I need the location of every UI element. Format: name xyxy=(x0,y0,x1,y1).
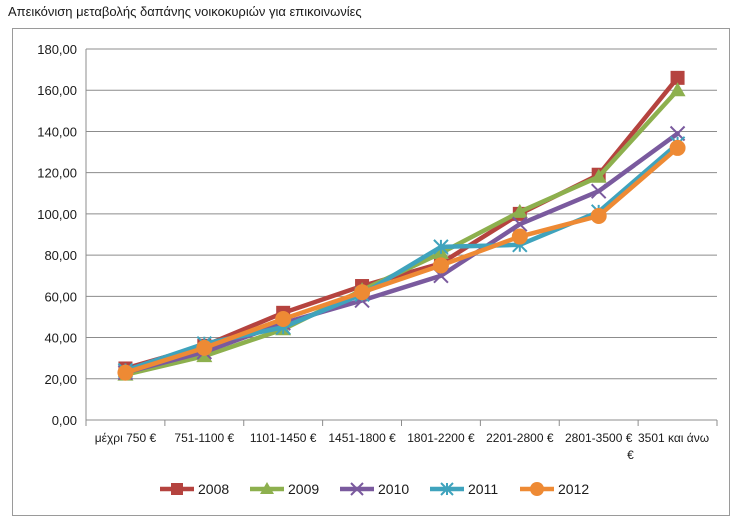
x-tick-label: 2201-2800 € xyxy=(486,431,554,445)
series-line-2012 xyxy=(123,145,680,375)
legend-item-2010: 2010 xyxy=(340,481,409,497)
data-point-2008 xyxy=(670,70,685,85)
y-tick-label: 80,00 xyxy=(44,248,77,263)
data-point-2010 xyxy=(512,216,528,232)
y-tick-label: 140,00 xyxy=(37,124,77,139)
data-point-2012 xyxy=(432,257,449,274)
data-point-2012 xyxy=(354,284,371,301)
series-lines xyxy=(117,70,686,381)
x-tick-label: μέχρι 750 € xyxy=(95,431,157,445)
x-tick-label: 1801-2200 € xyxy=(407,431,475,445)
chart-area xyxy=(12,28,730,516)
data-point-2012 xyxy=(275,311,292,328)
y-tick-label: 180,00 xyxy=(37,42,77,57)
legend-marker xyxy=(350,482,364,496)
legend-item-2008: 2008 xyxy=(160,481,229,497)
y-tick-label: 20,00 xyxy=(44,372,77,387)
y-tick-label: 120,00 xyxy=(37,166,77,181)
legend-marker xyxy=(260,482,274,494)
legend-label: 2012 xyxy=(558,481,589,497)
y-tick-label: 100,00 xyxy=(37,207,77,222)
legend-label: 2010 xyxy=(378,481,409,497)
axes: 0,00 20,00 40,00 60,00 80,00 100,00 120,00 140,… xyxy=(37,42,718,462)
legend-marker xyxy=(530,482,544,496)
data-point-2012 xyxy=(196,339,213,356)
series-2012 xyxy=(117,139,686,381)
x-tick-label: 1101-1450 € xyxy=(250,431,317,445)
x-tick-label: 2801-3500 € xyxy=(565,431,633,445)
series-2009 xyxy=(117,82,686,381)
legend-label: 2011 xyxy=(468,481,498,497)
x-tick-label: 3501 και άνω € xyxy=(627,431,709,462)
data-point-2009 xyxy=(669,82,686,97)
y-tick-label: 160,00 xyxy=(37,83,77,98)
legend-item-2012: 2012 xyxy=(520,481,589,497)
series-line-2009 xyxy=(123,87,680,377)
x-tick-label: 1451-1800 € xyxy=(328,431,396,445)
gridlines xyxy=(86,48,717,380)
y-tick-label: 60,00 xyxy=(44,289,77,304)
y-tick-label: 0,00 xyxy=(52,413,77,428)
series-line-2010 xyxy=(123,131,680,375)
legend-label: 2008 xyxy=(198,481,229,497)
data-point-2009 xyxy=(590,168,607,183)
data-point-2012 xyxy=(117,364,134,381)
series-line-2008 xyxy=(123,75,680,371)
data-point-2010 xyxy=(590,183,607,199)
legend-label: 2009 xyxy=(288,481,319,497)
data-point-2009 xyxy=(511,203,528,218)
legend-marker xyxy=(440,482,454,496)
data-point-2012 xyxy=(511,228,528,245)
data-point-2011 xyxy=(433,239,449,255)
data-point-2012 xyxy=(590,207,607,224)
y-tick-label: 40,00 xyxy=(44,331,77,346)
legend: 2008 2009 2010 2011 2012 xyxy=(160,481,589,497)
legend-item-2011: 2011 xyxy=(430,481,498,497)
legend-marker xyxy=(171,483,183,495)
chart-title: Απεικόνιση μεταβολής δαπάνης νοικοκυριών… xyxy=(8,4,362,19)
x-tick-label: 751-1100 € xyxy=(174,431,234,445)
data-point-2012 xyxy=(669,139,686,156)
legend-item-2009: 2009 xyxy=(250,481,319,497)
